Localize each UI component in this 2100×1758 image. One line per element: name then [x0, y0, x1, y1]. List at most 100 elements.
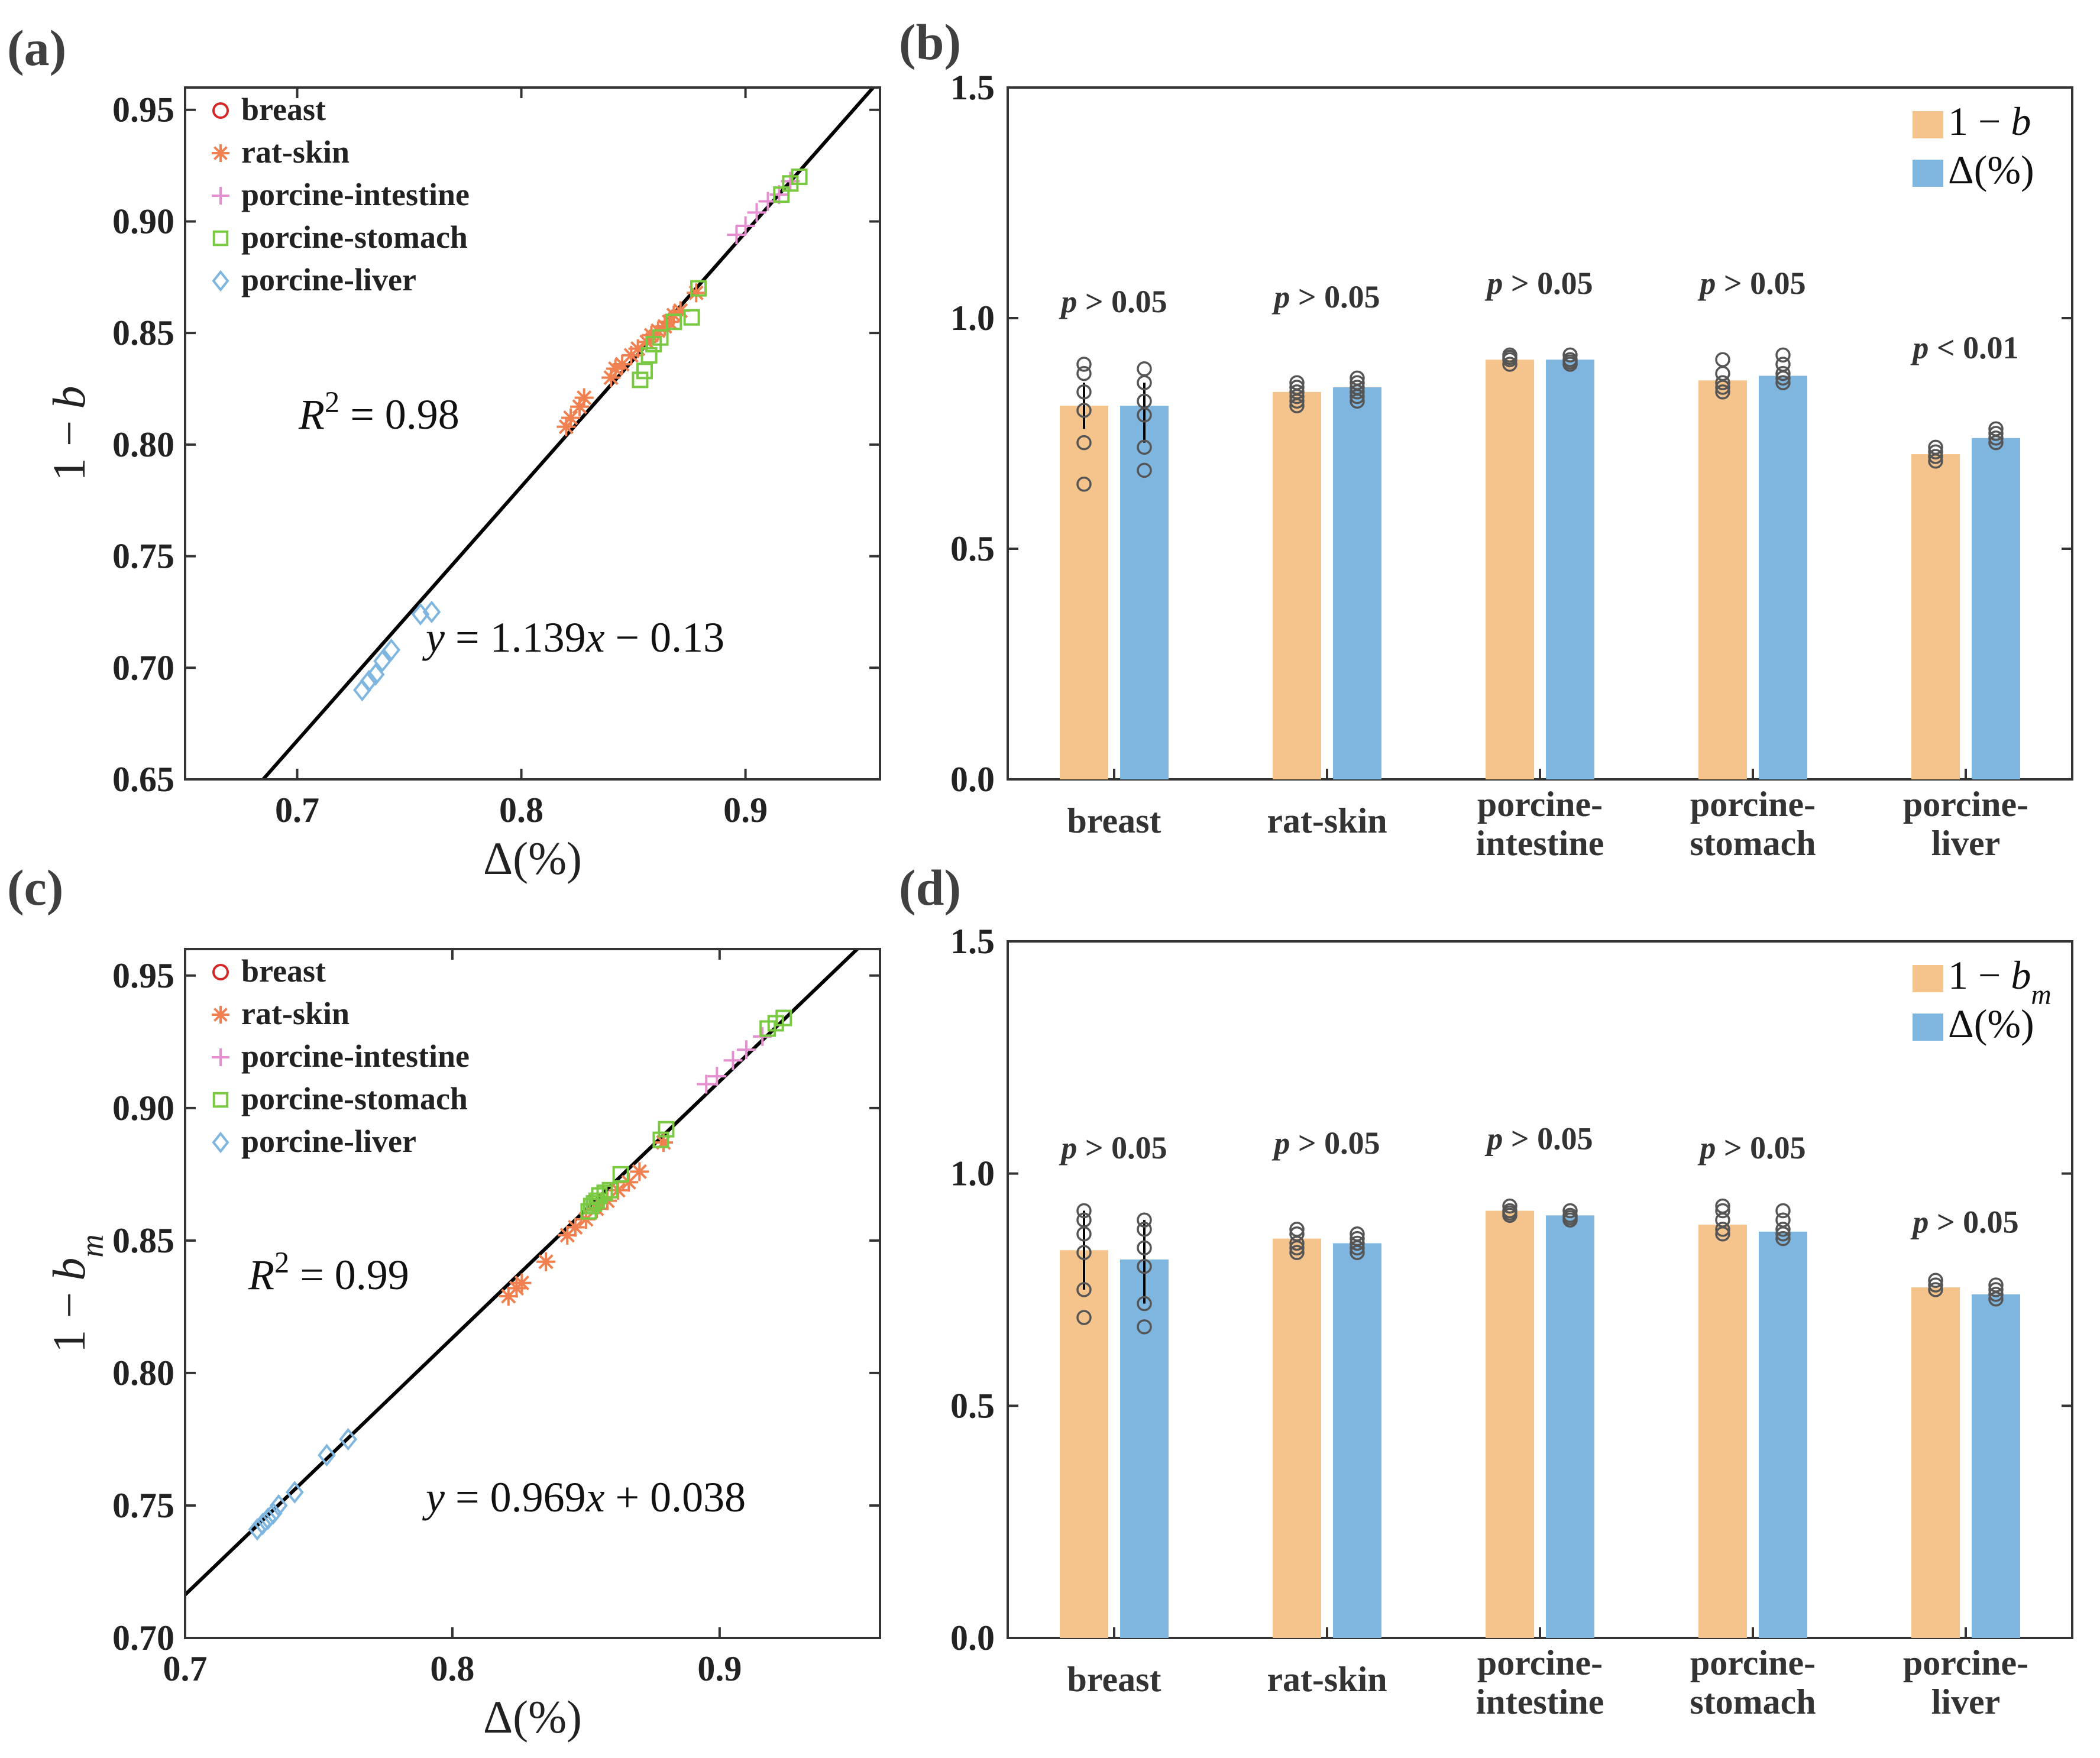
data-point-porcine-liver [382, 638, 401, 662]
bar-1 − b_m-breast [1060, 1250, 1108, 1638]
sample-point [1775, 1231, 1791, 1247]
p-value-label: p < 0.01 [1910, 330, 2018, 365]
y-tick-label: 1.0 [950, 299, 995, 338]
data-point-porcine-stomach [652, 329, 669, 346]
data-point-porcine-liver [360, 669, 378, 693]
p-value-label: p > 0.05 [1271, 279, 1380, 315]
data-point-porcine-intestine [707, 1067, 727, 1086]
legend-marker-porcine-liver [212, 270, 229, 292]
legend-label-breast: breast [241, 953, 326, 989]
sample-point [1988, 426, 2004, 441]
r-squared-annotation: R2 = 0.99 [248, 1246, 409, 1299]
data-point-porcine-liver [373, 649, 391, 673]
category-label: rat-skin [1267, 801, 1387, 840]
bar-Δ(%)-porcine-stomach [1759, 1231, 1807, 1638]
sample-point [1928, 449, 1943, 464]
data-point-porcine-intestine [747, 203, 766, 222]
data-point-porcine-liver [269, 1494, 288, 1517]
sample-point [1137, 393, 1152, 409]
data-point-porcine-liver [318, 1443, 336, 1467]
legend-swatch [1913, 111, 1943, 138]
sample-point [1076, 1212, 1092, 1228]
y-tick-label: 0.0 [950, 760, 995, 799]
category-label: porcine- [1903, 1643, 2028, 1682]
legend-marker-porcine-stomach [212, 1092, 229, 1108]
sample-point [1775, 357, 1791, 372]
sample-point [1076, 403, 1092, 418]
panel-label-c: (c) [7, 859, 63, 916]
sample-point [1076, 435, 1092, 451]
sample-point [1289, 380, 1305, 395]
sample-point [1715, 1203, 1730, 1219]
legend-label-porcine-stomach: porcine-stomach [241, 219, 468, 255]
data-point-porcine-intestine [723, 1051, 743, 1070]
sample-point [1289, 1222, 1305, 1237]
sample-point [1562, 1203, 1578, 1219]
legend-marker-rat-skin [212, 1006, 229, 1024]
legend-label: 1 − bm [1948, 953, 2052, 1011]
legend-marker-breast [212, 964, 229, 980]
plot-frame [184, 948, 881, 1639]
bar-Δ(%)-rat-skin [1333, 387, 1381, 779]
category-label: breast [1067, 1660, 1161, 1699]
data-point-porcine-stomach [652, 1131, 669, 1148]
y-tick-label: 1.5 [950, 68, 995, 107]
sample-point [1988, 1282, 2004, 1297]
x-axis-title: Δ(%) [483, 833, 582, 884]
sample-point [1502, 1198, 1517, 1214]
data-point-porcine-stomach [658, 1121, 675, 1138]
sample-point [1137, 1212, 1152, 1228]
legend-marker-porcine-stomach [212, 230, 229, 247]
category-label: porcine- [1903, 785, 2028, 824]
sample-point [1350, 1231, 1365, 1247]
plot-frame [184, 86, 881, 781]
sample-point [1988, 1277, 2004, 1293]
bar-Δ(%)-porcine-liver [1972, 438, 2020, 779]
sample-point [1928, 1282, 1943, 1297]
sample-point [1289, 1226, 1305, 1242]
bar-Δ(%)-rat-skin [1333, 1243, 1381, 1638]
data-point-porcine-stomach [773, 186, 790, 203]
y-tick-label: 0.70 [112, 648, 174, 687]
sample-point [1137, 462, 1152, 478]
data-point-rat-skin [642, 325, 661, 345]
legend-label-porcine-liver: porcine-liver [241, 1124, 416, 1159]
fit-line [260, 88, 876, 779]
bar-panel-d: p > 0.05 breast p > 0.05 rat-skin p > 0.05 po… [950, 922, 2073, 1721]
fit-equation-annotation: y = 1.139x − 0.13 [422, 614, 724, 661]
sample-point [1715, 375, 1730, 390]
data-point-rat-skin [628, 339, 648, 358]
y-tick-label: 0.75 [112, 1486, 174, 1525]
data-point-porcine-stomach [683, 309, 700, 326]
data-point-porcine-stomach [632, 371, 649, 388]
y-tick-label: 0.90 [112, 202, 174, 241]
sample-point [1715, 384, 1730, 400]
legend-label-porcine-intestine: porcine-intestine [241, 1038, 470, 1074]
category-label: porcine- [1690, 1643, 1816, 1682]
data-point-porcine-liver [339, 1427, 358, 1451]
x-tick-label: 0.7 [275, 791, 319, 830]
legend-label-rat-skin: rat-skin [241, 996, 350, 1031]
data-point-rat-skin [622, 345, 641, 365]
bar-Δ(%)-porcine-intestine [1546, 360, 1594, 779]
y-tick-label: 1.5 [950, 922, 995, 961]
bar-Δ(%)-porcine-stomach [1759, 375, 1807, 779]
y-tick-label: 0.80 [112, 1354, 174, 1393]
data-point-rat-skin [570, 397, 590, 416]
sample-point [1715, 1198, 1730, 1214]
y-tick-label: 0.75 [112, 537, 174, 576]
data-point-porcine-intestine [697, 1074, 716, 1094]
category-label: intestine [1476, 1682, 1604, 1721]
sample-point [1076, 357, 1092, 372]
sample-point [1775, 365, 1791, 381]
scatter-panel-a: 0.7 0.8 0.9 0.65 0.70 0.75 0.80 0.85 0.90 0.95 Δ(%… [43, 86, 881, 884]
data-point-rat-skin [606, 359, 625, 378]
legend-swatch [1913, 965, 1943, 992]
sample-point [1350, 370, 1365, 386]
data-point-porcine-stomach [640, 347, 658, 364]
y-tick-label: 0.5 [950, 529, 995, 568]
sample-point [1289, 375, 1305, 390]
sample-point [1562, 1207, 1578, 1223]
sample-point [1076, 1203, 1092, 1219]
sample-point [1076, 384, 1092, 400]
